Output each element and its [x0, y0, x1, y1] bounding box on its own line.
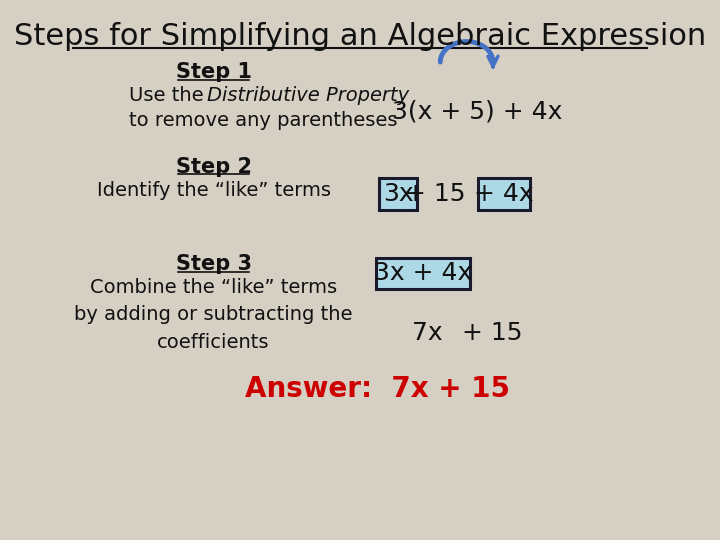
Text: + 15: + 15	[462, 321, 522, 345]
Text: Answer:  7x + 15: Answer: 7x + 15	[245, 375, 510, 403]
Text: 7x: 7x	[412, 321, 443, 345]
Text: Combine the “like” terms
by adding or subtracting the
coefficients: Combine the “like” terms by adding or su…	[74, 278, 353, 352]
Text: Identify the “like” terms: Identify the “like” terms	[96, 181, 330, 200]
Text: 3x: 3x	[383, 182, 413, 206]
FancyBboxPatch shape	[379, 178, 418, 210]
Text: Step 2: Step 2	[176, 157, 251, 177]
Text: Use the: Use the	[129, 86, 210, 105]
Text: 3(x + 5) + 4x: 3(x + 5) + 4x	[392, 100, 562, 124]
Text: Steps for Simplifying an Algebraic Expression: Steps for Simplifying an Algebraic Expre…	[14, 22, 706, 51]
Text: Step 3: Step 3	[176, 254, 251, 274]
Text: Distributive Property: Distributive Property	[207, 86, 409, 105]
Text: to remove any parentheses: to remove any parentheses	[129, 111, 397, 130]
Text: Step 1: Step 1	[176, 62, 251, 82]
FancyBboxPatch shape	[376, 258, 470, 289]
Text: 3x + 4x: 3x + 4x	[374, 261, 472, 285]
FancyBboxPatch shape	[478, 178, 530, 210]
Text: + 15: + 15	[405, 182, 473, 206]
Text: + 4x: + 4x	[474, 182, 534, 206]
